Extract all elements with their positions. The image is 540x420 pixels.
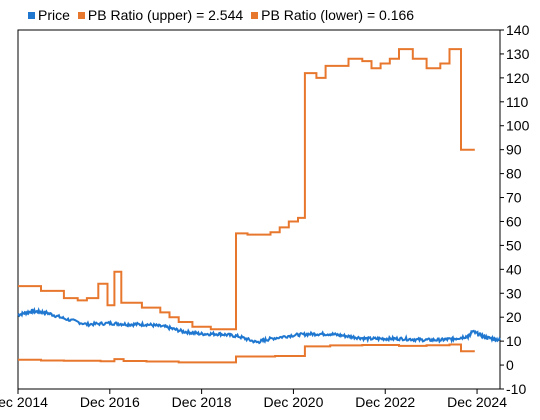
y-axis: -10 0 10 20 30 40 50 60 70 80 90 100 110 120 130 140 [500, 22, 530, 397]
series-line-0 [17, 306, 501, 345]
y-tick-label: 70 [506, 190, 522, 206]
x-tick-label: Dec 2016 [80, 394, 140, 410]
x-axis: Dec 2014 Dec 2016 Dec 2018 Dec 2020 Dec 2022… [0, 389, 507, 410]
legend-swatch [77, 11, 85, 19]
y-tick-label: 80 [506, 166, 522, 182]
plot-area [17, 29, 501, 390]
legend-item-1: PB Ratio (upper) = 2.544 [77, 7, 244, 23]
legend: Price PB Ratio (upper) = 2.544 PB Ratio (l… [28, 6, 422, 24]
x-tick-label: Dec 2014 [0, 394, 48, 410]
y-tick-label: 90 [506, 142, 522, 158]
y-tick-label: 40 [506, 261, 522, 277]
legend-swatch [251, 11, 259, 19]
legend-swatch [28, 11, 35, 19]
y-tick-label: 30 [506, 285, 522, 301]
x-tick-label: Dec 2024 [447, 394, 507, 410]
y-tick-label: 10 [506, 333, 522, 349]
x-tick-label: Dec 2020 [263, 394, 323, 410]
legend-item-2: PB Ratio (lower) = 0.166 [251, 7, 414, 23]
plot-frame [17, 29, 501, 390]
y-tick-label: 140 [506, 22, 530, 38]
y-tick-label: 60 [506, 213, 522, 229]
x-tick-label: Dec 2018 [172, 394, 232, 410]
y-tick-label: 110 [506, 94, 529, 110]
y-tick-label: 130 [506, 46, 530, 62]
legend-label: PB Ratio (lower) = 0.166 [261, 7, 415, 23]
legend-label: PB Ratio (upper) = 2.544 [87, 7, 244, 23]
y-tick-label: 0 [506, 357, 514, 373]
y-tick-label: 50 [506, 237, 522, 253]
legend-item-0: Price [28, 7, 70, 23]
y-tick-label: -10 [506, 381, 526, 397]
series-line-1 [18, 48, 475, 331]
y-tick-label: 120 [506, 70, 530, 86]
series-line-2 [18, 343, 475, 364]
y-tick-label: 20 [506, 309, 522, 325]
legend-label: Price [38, 7, 70, 23]
x-tick-label: Dec 2022 [355, 394, 415, 410]
y-tick-label: 100 [506, 118, 530, 134]
